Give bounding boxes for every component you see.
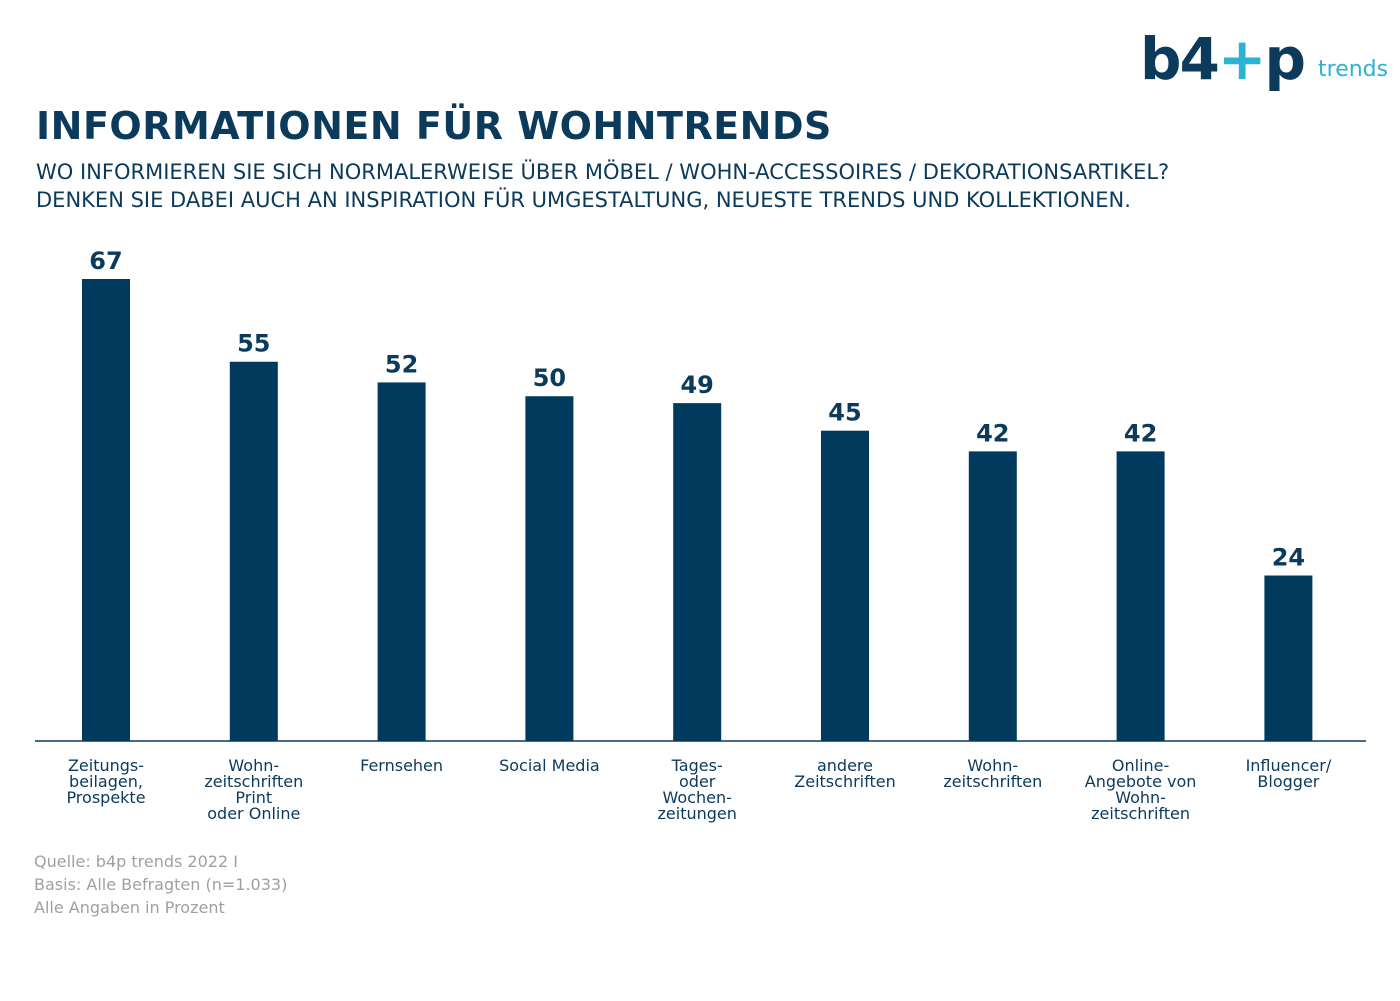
bar xyxy=(229,361,278,741)
data-label: 55 xyxy=(237,330,270,358)
bar xyxy=(1264,575,1313,741)
logo-mark-left: b4 xyxy=(1140,25,1220,93)
bar xyxy=(1116,451,1165,741)
category-label: Fernsehen xyxy=(360,756,443,775)
brand-logo: b4+p trends xyxy=(1140,30,1388,88)
category-label: Social Media xyxy=(499,756,600,775)
source-line-3: Alle Angaben in Prozent xyxy=(34,898,225,917)
category-label: andere Zeitschriften xyxy=(794,756,895,791)
category-label: Zeitungs-beilagen, Prospekte xyxy=(66,756,145,807)
category-label: Influencer/Blogger xyxy=(1246,756,1332,791)
chart-title: INFORMATIONEN FÜR WOHNTRENDS xyxy=(36,104,832,148)
bar-chart: 67 Zeitungs-beilagen, Prospekte 55 Wohn-zeit… xyxy=(35,247,1366,823)
bar xyxy=(82,279,130,741)
logo-mark: b4+p xyxy=(1140,30,1306,88)
bar xyxy=(968,451,1017,741)
data-label: 45 xyxy=(828,399,861,427)
bar xyxy=(821,430,869,741)
source-line-1: Quelle: b4p trends 2022 I xyxy=(34,852,238,871)
bar xyxy=(525,396,574,741)
category-label: Tages-oder Wochen-zeitungen xyxy=(658,756,737,823)
category-label: Wohn-zeitschriften Print oder Online xyxy=(204,756,303,823)
bar xyxy=(377,382,426,741)
data-label: 42 xyxy=(1124,419,1157,447)
data-label: 49 xyxy=(680,371,713,399)
logo-mark-right: p xyxy=(1264,25,1306,93)
subtitle-line-1: WO INFORMIEREN SIE SICH NORMALERWEISE ÜB… xyxy=(36,160,1170,184)
subtitle-line-2: DENKEN SIE DABEI AUCH AN INSPIRATION FÜR… xyxy=(36,188,1131,212)
category-label: Wohn-zeitschriften xyxy=(943,756,1042,791)
logo-subtitle: trends xyxy=(1318,57,1389,82)
bar xyxy=(673,403,722,741)
source-notes: Quelle: b4p trends 2022 I Basis: Alle Be… xyxy=(34,850,287,919)
data-label: 24 xyxy=(1272,544,1305,572)
logo-plus: + xyxy=(1217,25,1267,93)
data-label: 42 xyxy=(976,419,1009,447)
source-line-2: Basis: Alle Befragten (n=1.033) xyxy=(34,875,288,894)
category-label: Online-Angebote von Wohn-zeitschriften xyxy=(1085,756,1197,823)
data-label: 67 xyxy=(89,247,122,275)
data-label: 52 xyxy=(385,350,418,378)
data-label: 50 xyxy=(533,364,566,392)
chart-subtitle: WO INFORMIEREN SIE SICH NORMALERWEISE ÜB… xyxy=(36,158,1366,214)
